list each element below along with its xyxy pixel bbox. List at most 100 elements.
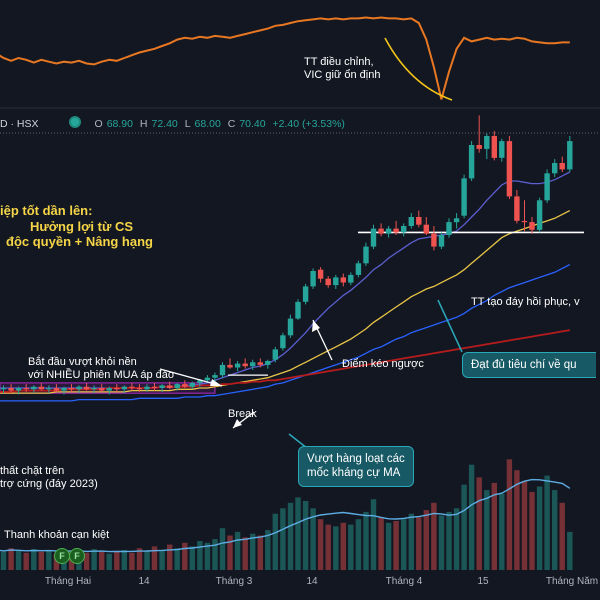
volume-bar bbox=[167, 544, 173, 570]
volume-bar bbox=[385, 522, 392, 570]
candle-body bbox=[121, 386, 127, 390]
base-note: thất chặt trên trợ cứng (đáy 2023) bbox=[0, 465, 98, 491]
candle-body bbox=[167, 385, 173, 388]
candle-body bbox=[295, 301, 301, 319]
breakout-note: Bắt đầu vượt khỏi nền với NHIỀU phiên MU… bbox=[28, 356, 174, 382]
x-tick-label: Tháng Hai bbox=[44, 576, 92, 587]
volume-bar bbox=[378, 517, 384, 570]
x-tick-label: 14 bbox=[138, 576, 150, 587]
candle-body bbox=[408, 217, 414, 226]
volume-bar bbox=[401, 519, 407, 570]
volume-bar bbox=[129, 552, 135, 570]
ohlc-legend: D · HSX O 68.90 H 72.40 L 68.00 C 70.40 +2.40… bbox=[0, 116, 349, 130]
note-line: độc quyền + Nâng hạng bbox=[6, 234, 153, 250]
candle-body bbox=[114, 388, 120, 390]
close-key: C bbox=[227, 118, 236, 130]
candle-body bbox=[0, 388, 7, 390]
candle-body bbox=[204, 377, 211, 381]
candle-body bbox=[46, 388, 52, 390]
volume-bar bbox=[333, 526, 339, 570]
candle-body bbox=[453, 218, 460, 223]
candle-body bbox=[23, 388, 29, 390]
volume-bar bbox=[99, 551, 105, 570]
candle-body bbox=[31, 386, 37, 390]
candle-body bbox=[242, 363, 248, 367]
volume-bar bbox=[212, 539, 218, 570]
ma-break-callout: Vượt hàng loạt các mốc kháng cự MA bbox=[298, 446, 414, 487]
symbol-label: D · HSX bbox=[0, 118, 39, 130]
recovery-note: TT tạo đáy hồi phục, v bbox=[471, 296, 580, 308]
volume-bar bbox=[302, 501, 309, 570]
index-highlight-curve bbox=[384, 37, 453, 101]
volume-bar bbox=[416, 517, 422, 570]
foreign-flow-badge[interactable]: F bbox=[69, 548, 85, 564]
candle-body bbox=[61, 388, 67, 391]
candle-body bbox=[280, 335, 286, 349]
x-tick-label: 14 bbox=[306, 576, 318, 587]
visibility-toggle-icon[interactable] bbox=[68, 116, 81, 128]
candle-body bbox=[197, 380, 203, 383]
candle-body bbox=[219, 364, 226, 376]
candle-body bbox=[265, 361, 271, 365]
candle-body bbox=[129, 386, 135, 388]
volume-bar bbox=[348, 524, 354, 570]
volume-bar bbox=[536, 486, 543, 570]
volume-bar bbox=[8, 548, 14, 570]
candle-body bbox=[355, 263, 362, 275]
candle-body bbox=[68, 388, 75, 390]
candle-body bbox=[416, 217, 422, 225]
candle-body bbox=[325, 278, 331, 286]
candle-body bbox=[552, 163, 558, 174]
volume-bar bbox=[529, 491, 535, 570]
index-panel bbox=[0, 16, 570, 101]
note-line: thất chặt trên bbox=[0, 465, 65, 477]
candle-body bbox=[15, 388, 22, 391]
volume-bar bbox=[370, 499, 377, 570]
note-line: VIC giữ ổn định bbox=[304, 69, 381, 82]
volume-bar bbox=[159, 550, 165, 570]
index-correction-note: TT điều chỉnh, VIC giữ ổn định bbox=[304, 56, 380, 82]
candle-body bbox=[159, 385, 165, 388]
volume-bar bbox=[114, 550, 120, 570]
callout-line: mốc kháng cự MA bbox=[307, 467, 401, 480]
volume-bar bbox=[506, 459, 513, 570]
volume-bar bbox=[136, 548, 143, 570]
volume-bar bbox=[121, 550, 127, 570]
high-key: H bbox=[139, 118, 148, 130]
index-line bbox=[0, 16, 570, 100]
candle-body bbox=[446, 222, 452, 235]
candle-body bbox=[234, 363, 241, 368]
candle-body bbox=[559, 163, 565, 170]
volume-bar bbox=[23, 552, 29, 570]
candle-body bbox=[250, 362, 256, 367]
candle-body bbox=[144, 386, 150, 390]
candle-body bbox=[182, 384, 188, 387]
volume-bar bbox=[453, 508, 460, 570]
candle-body bbox=[544, 173, 550, 201]
volume-bar bbox=[46, 550, 52, 570]
volume-bar bbox=[91, 549, 97, 570]
candle-body bbox=[491, 136, 497, 158]
candle-body bbox=[151, 386, 158, 388]
business-note: iệp tốt dần lên: Hưởng lợi từ CS độc quy… bbox=[0, 203, 153, 250]
candlesticks bbox=[0, 115, 573, 395]
volume-bar bbox=[423, 510, 429, 570]
candle-body bbox=[317, 269, 324, 279]
volume-bar bbox=[219, 528, 226, 570]
low-value: 68.00 bbox=[194, 118, 221, 130]
volume-panel bbox=[0, 459, 573, 570]
volume-bar bbox=[182, 542, 188, 570]
candle-body bbox=[8, 388, 14, 391]
note-line: với NHIỀU phiên MUA áp đảo bbox=[28, 369, 175, 382]
volume-bar bbox=[340, 522, 346, 570]
x-tick-label: Tháng Năm bbox=[545, 576, 599, 587]
volume-bar bbox=[265, 530, 271, 570]
x-tick-label: Tháng 4 bbox=[385, 576, 423, 587]
foreign-flow-badge[interactable]: F bbox=[54, 548, 70, 564]
volume-bar bbox=[446, 511, 452, 570]
candle-body bbox=[484, 136, 490, 149]
candle-body bbox=[476, 145, 482, 149]
volume-bar bbox=[287, 502, 294, 570]
volume-bar bbox=[567, 531, 573, 570]
